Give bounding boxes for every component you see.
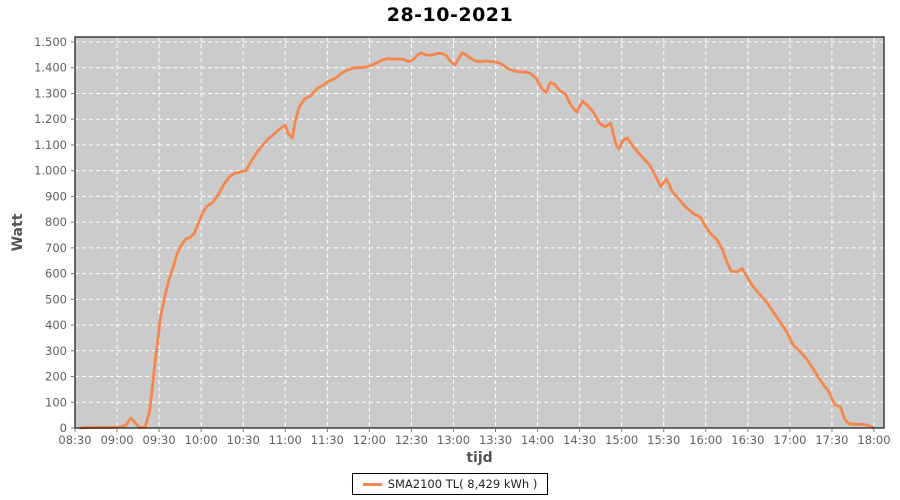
y-tick-label: 1.500 bbox=[34, 35, 67, 49]
y-tick-label: 700 bbox=[45, 241, 67, 255]
series-line bbox=[79, 51, 874, 430]
x-tick-label: 08:30 bbox=[58, 433, 91, 447]
y-tick-label: 200 bbox=[45, 370, 67, 384]
x-tick-label: 09:30 bbox=[143, 433, 176, 447]
line-chart: 08:30 09:00 09:30 10:00 10:30 11:00 11:30 12:00… bbox=[10, 35, 891, 466]
plot-area bbox=[75, 37, 884, 428]
x-tick-label: 13:00 bbox=[437, 433, 470, 447]
x-tick-label: 12:30 bbox=[395, 433, 428, 447]
legend-label: SMA2100 TL( 8,429 kWh ) bbox=[387, 477, 538, 491]
x-tick-label: 15:00 bbox=[605, 433, 638, 447]
legend-line-swatch-icon bbox=[362, 482, 382, 486]
legend-box: SMA2100 TL( 8,429 kWh ) bbox=[351, 473, 549, 495]
x-tick-label: 09:00 bbox=[100, 433, 133, 447]
x-tick-label: 11:00 bbox=[269, 433, 302, 447]
y-tick-label: 1.100 bbox=[34, 138, 67, 152]
y-tick-label: 1.200 bbox=[34, 112, 67, 126]
y-tick-label: 300 bbox=[45, 344, 67, 358]
x-tick-label: 17:30 bbox=[815, 433, 848, 447]
x-tick-label: 10:00 bbox=[185, 433, 218, 447]
x-tick-label: 14:30 bbox=[563, 433, 596, 447]
x-tick-label: 17:00 bbox=[773, 433, 806, 447]
y-tick-label: 1.000 bbox=[34, 164, 67, 178]
chart-title: 28-10-2021 bbox=[386, 4, 514, 26]
x-tick-label: 11:30 bbox=[311, 433, 344, 447]
y-tick-label: 100 bbox=[45, 395, 67, 409]
y-tick-label: 0 bbox=[60, 421, 67, 435]
x-tick-label: 13:30 bbox=[479, 433, 512, 447]
x-tick-label: 16:30 bbox=[731, 433, 764, 447]
y-axis-label: Watt bbox=[10, 213, 26, 251]
y-tick-label: 500 bbox=[45, 292, 67, 306]
plot-border bbox=[74, 36, 885, 429]
y-tick-label: 400 bbox=[45, 318, 67, 332]
y-tick-label: 900 bbox=[45, 189, 67, 203]
x-tick-label: 15:30 bbox=[647, 433, 680, 447]
x-tick-label: 12:00 bbox=[353, 433, 386, 447]
x-tick-label: 16:00 bbox=[689, 433, 722, 447]
y-tick-label: 600 bbox=[45, 267, 67, 281]
x-tick-label: 18:00 bbox=[857, 433, 890, 447]
y-tick-label: 800 bbox=[45, 215, 67, 229]
y-tick-label: 1.400 bbox=[34, 61, 67, 75]
y-tick-label: 1.300 bbox=[34, 86, 67, 100]
x-axis-label: tijd bbox=[466, 450, 492, 466]
legend: SMA2100 TL( 8,429 kWh ) bbox=[0, 473, 900, 495]
x-tick-label: 14:00 bbox=[521, 433, 554, 447]
x-tick-label: 10:30 bbox=[227, 433, 260, 447]
